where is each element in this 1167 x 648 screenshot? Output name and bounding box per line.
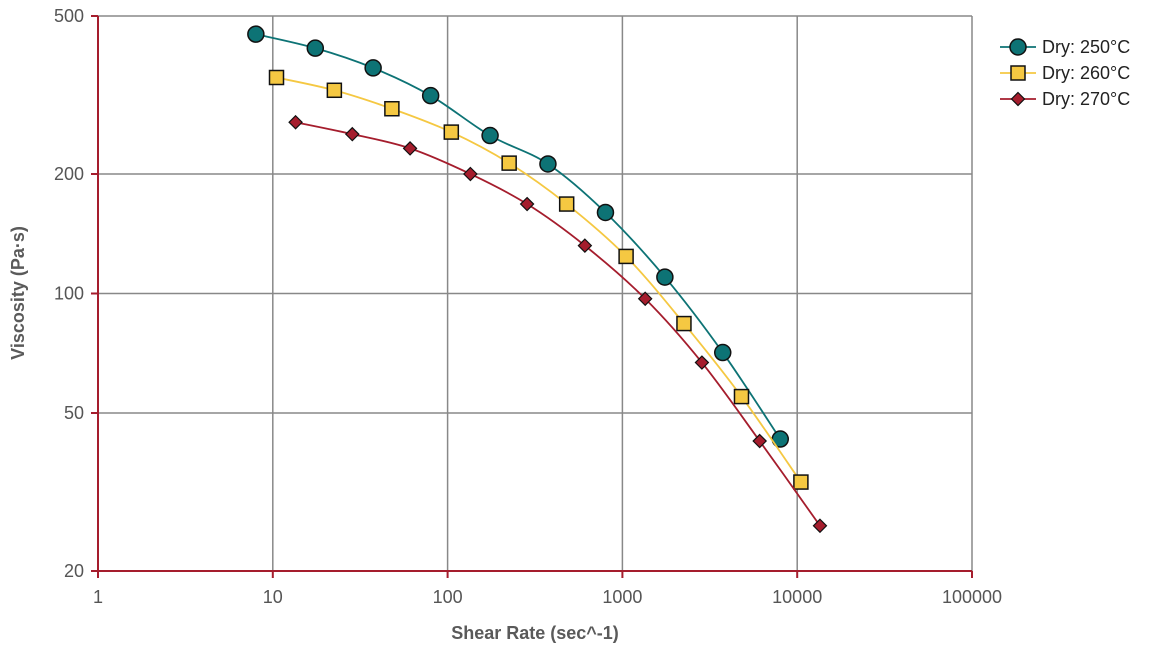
legend-item: Dry: 250°C [1000, 37, 1130, 57]
data-point [247, 25, 265, 43]
data-point [676, 315, 692, 332]
series-line [295, 121, 821, 527]
x-tick-label: 100000 [942, 587, 1002, 607]
y-tick-label: 100 [54, 284, 84, 304]
data-point [793, 474, 809, 490]
data-point [344, 126, 360, 142]
y-tick-label: 200 [54, 164, 84, 184]
data-point [443, 124, 460, 140]
x-tick-label: 1000 [602, 587, 642, 607]
legend-item: Dry: 260°C [1000, 63, 1130, 83]
data-point [326, 82, 343, 99]
data-point [463, 166, 478, 182]
data-point [694, 355, 710, 370]
series-1 [247, 25, 790, 448]
data-point [384, 100, 400, 117]
data-point [501, 155, 517, 171]
series-group [247, 25, 828, 534]
x-tick-label: 100 [433, 587, 463, 607]
data-point [618, 248, 634, 265]
data-point [288, 114, 303, 130]
data-point [364, 59, 382, 77]
y-tick-label: 500 [54, 6, 84, 26]
data-point [481, 126, 499, 145]
x-tick-label: 10000 [772, 587, 822, 607]
data-point [519, 196, 535, 212]
series-2 [268, 69, 809, 490]
data-point [421, 86, 440, 105]
data-point [812, 518, 828, 534]
axes [91, 15, 973, 578]
y-tick-label: 50 [64, 403, 84, 423]
data-point [539, 155, 557, 173]
data-point [306, 39, 325, 57]
series-3 [288, 114, 828, 534]
legend-marker [1010, 91, 1026, 107]
y-axis-title: Viscosity (Pa·s) [8, 226, 28, 360]
legend-marker [1009, 38, 1027, 56]
data-point [713, 343, 732, 362]
legend-item: Dry: 270°C [1000, 89, 1130, 109]
legend-marker [1010, 65, 1026, 81]
data-point [577, 238, 593, 253]
data-point [596, 203, 615, 222]
legend: Dry: 250°C Dry: 260°C Dry: 270°C [1000, 37, 1130, 109]
x-tick-label: 1 [93, 587, 103, 607]
data-point [733, 388, 750, 405]
data-point [637, 291, 653, 307]
legend-label: Dry: 270°C [1042, 89, 1130, 109]
data-point [558, 196, 575, 212]
legend-label: Dry: 260°C [1042, 63, 1130, 83]
x-tick-label: 10 [263, 587, 283, 607]
data-point [402, 141, 418, 156]
data-point [656, 268, 674, 286]
x-axis-title: Shear Rate (sec^-1) [451, 623, 619, 643]
data-point [752, 433, 768, 449]
tick-labels: 1 10 100 1000 10000 100000 20 50 100 200 500 [54, 6, 1002, 607]
y-tick-label: 20 [64, 561, 84, 581]
legend-label: Dry: 250°C [1042, 37, 1130, 57]
data-point [268, 69, 285, 86]
grid [98, 15, 973, 571]
